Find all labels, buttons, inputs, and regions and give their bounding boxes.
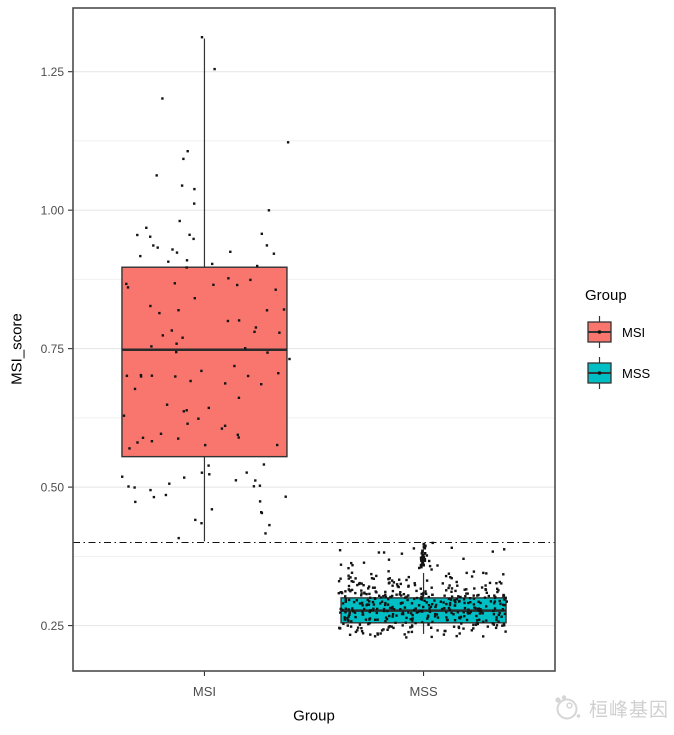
legend: Group MSI MSS	[585, 287, 650, 397]
legend-item-msi: MSI	[585, 315, 650, 349]
legend-item-mss: MSS	[585, 356, 650, 390]
box-msi	[121, 38, 288, 542]
axes: 0.25 0.50 0.75 1.00 1.25 MSI MSS	[41, 65, 438, 699]
legend-key-msi-boxplot-glyph	[587, 316, 612, 348]
y-tick-label: 1.00	[41, 204, 65, 218]
panel-border	[72, 7, 556, 672]
jitter-points-mss	[337, 541, 508, 639]
x-tick-label: MSS	[409, 684, 438, 699]
brand-name: 桓峰基因	[589, 699, 670, 721]
y-tick-label: 0.50	[41, 481, 65, 495]
legend-label-msi: MSI	[622, 324, 646, 340]
watermark: 桓峰基因	[551, 693, 669, 723]
y-axis-title: MSI_score	[8, 313, 26, 385]
y-tick-label: 1.25	[41, 65, 65, 79]
brand-logo-icon	[555, 695, 581, 720]
y-tick-label: 0.75	[41, 342, 65, 356]
x-axis-title: Group	[293, 707, 335, 725]
x-tick-label: MSI	[193, 684, 216, 699]
legend-key-mss-boxplot-glyph	[587, 357, 612, 389]
outlier-cluster-mss	[419, 542, 427, 569]
legend-label-mss: MSS	[622, 365, 651, 381]
jitter-points-msi	[121, 36, 291, 540]
y-tick-label: 0.25	[41, 619, 65, 633]
legend-title: Group	[585, 287, 627, 304]
